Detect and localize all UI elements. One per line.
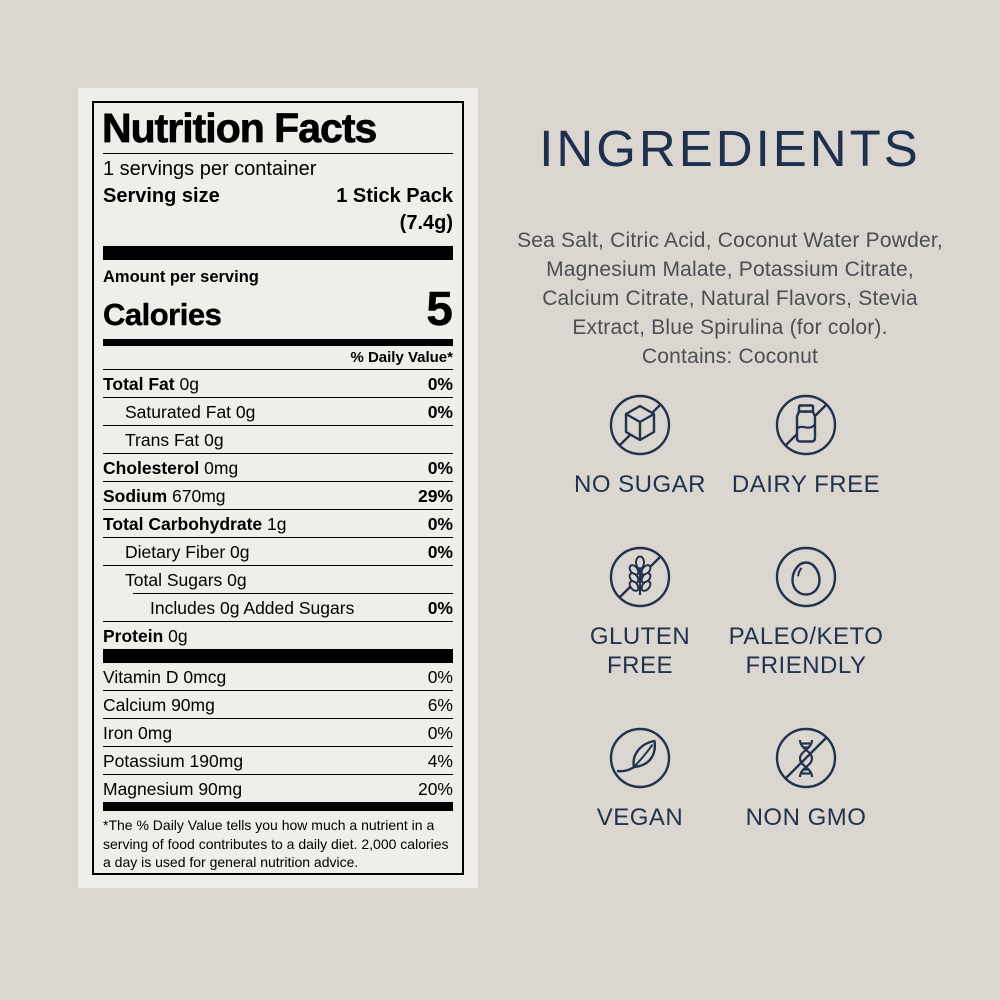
ingredients-line: Contains: Coconut (641, 345, 819, 368)
ingredients-line: Magnesium Malate, Potassium Citrate, (546, 258, 914, 281)
nutrient-daily-value: 0% (427, 513, 453, 534)
nutrient-row: Total Sugars 0g (103, 565, 453, 593)
vegan-icon (608, 726, 672, 790)
nutrient-row: Total Fat 0g 0% (103, 369, 453, 397)
vitamin-rows: Vitamin D 0mcg 0% Calcium 90mg 6% Iron 0… (103, 663, 453, 802)
nutrient-name: Total Sugars 0g (125, 569, 247, 590)
nutrition-facts-box: Nutrition Facts 1 servings per container… (92, 101, 464, 875)
badge-label: PALEO/KETO FRIENDLY (728, 623, 884, 679)
badge: NON GMO (746, 726, 867, 832)
nutrient-row: Protein 0g (103, 621, 453, 649)
vitamin-name: Vitamin D 0mcg (103, 666, 227, 687)
calories-row: Calories 5 (103, 282, 453, 337)
vitamin-daily-value: 4% (427, 750, 453, 771)
divider-bar-medium (103, 802, 453, 812)
vitamin-daily-value: 0% (427, 666, 453, 687)
vitamin-daily-value: 20% (417, 778, 453, 799)
nutrient-daily-value: 29% (417, 485, 453, 506)
nutrient-name: Dietary Fiber 0g (125, 541, 250, 562)
serving-size-label: Serving size (103, 185, 220, 208)
divider-rule (103, 153, 453, 155)
nutrient-row: Total Carbohydrate 1g 0% (103, 509, 453, 537)
badge-label: NO SUGAR (573, 471, 706, 498)
nutrient-row: Saturated Fat 0g 0% (103, 397, 453, 425)
badge-label: DAIRY FREE (731, 471, 881, 498)
amount-per-serving-label: Amount per serving (103, 268, 259, 287)
vitamin-row: Iron 0mg 0% (103, 718, 453, 746)
ingredients-text: Sea Salt, Citric Acid, Coconut Water Pow… (500, 226, 960, 371)
vitamin-row: Magnesium 90mg 20% (103, 774, 453, 802)
nutrient-daily-value: 0% (427, 401, 453, 422)
nutrient-daily-value: 0% (427, 457, 453, 478)
nutrient-row: Includes 0g Added Sugars 0% (133, 593, 453, 621)
nutrient-name: Protein 0g (103, 625, 188, 646)
nutrient-rows: Total Fat 0g 0% Saturated Fat 0g 0% Tran… (103, 369, 453, 649)
badge: GLUTEN FREE (557, 545, 723, 680)
nutrient-name: Trans Fat 0g (125, 429, 224, 450)
nutrient-name: Saturated Fat 0g (125, 401, 256, 422)
serving-size-weight: (7.4g) (399, 212, 453, 235)
nutrient-name: Includes 0g Added Sugars (150, 597, 355, 618)
divider-bar-thick (103, 649, 453, 664)
vitamin-name: Magnesium 90mg (103, 778, 243, 799)
ingredients-line: Sea Salt, Citric Acid, Coconut Water Pow… (517, 229, 943, 252)
serving-size-row: Serving size 1 Stick Pack (103, 183, 453, 210)
nutrient-row: Sodium 670mg 29% (103, 481, 453, 509)
serving-size-value: 1 Stick Pack (336, 185, 453, 208)
ingredients-line: Extract, Blue Spirulina (for color). (572, 316, 888, 339)
vitamin-daily-value: 0% (427, 722, 453, 743)
vitamin-name: Potassium 190mg (103, 750, 244, 771)
nutrient-name: Total Carbohydrate 1g (103, 513, 287, 534)
badge-grid: NO SUGAR DAIRY FREE GLUTEN FREE PALEO/KE… (557, 393, 889, 832)
vitamin-row: Potassium 190mg 4% (103, 746, 453, 774)
ingredients-heading: INGREDIENTS (539, 120, 921, 177)
badge: PALEO/KETO FRIENDLY (723, 545, 889, 680)
nutrient-daily-value: 0% (427, 597, 453, 618)
dairy-free-icon (774, 393, 838, 457)
nutrition-label-panel: Nutrition Facts 1 servings per container… (78, 88, 478, 888)
nutrient-row: Cholesterol 0mg 0% (103, 453, 453, 481)
divider-bar-medium (103, 339, 453, 347)
servings-per-container: 1 servings per container (103, 158, 317, 181)
non-gmo-icon (774, 726, 838, 790)
nutrition-facts-title: Nutrition Facts (102, 105, 378, 151)
vitamin-name: Calcium 90mg (103, 694, 215, 715)
divider-bar-thick (103, 246, 453, 261)
badge: VEGAN (597, 726, 684, 832)
nutrient-daily-value: 0% (427, 373, 453, 394)
daily-value-footnote: *The % Daily Value tells you how much a … (103, 817, 449, 871)
badge-label: GLUTEN FREE (589, 623, 691, 679)
paleo-keto-icon (774, 545, 838, 609)
no-sugar-icon (608, 393, 672, 457)
calories-label: Calories (103, 297, 222, 333)
vitamin-daily-value: 6% (427, 694, 453, 715)
calories-value: 5 (426, 283, 453, 337)
vitamin-name: Iron 0mg (103, 722, 173, 743)
badge-label: NON GMO (745, 804, 867, 831)
daily-value-header: % Daily Value* (350, 349, 453, 367)
ingredients-line: Calcium Citrate, Natural Flavors, Stevia (542, 287, 918, 310)
nutrient-daily-value: 0% (427, 541, 453, 562)
nutrient-row: Dietary Fiber 0g 0% (103, 537, 453, 565)
nutrient-name: Sodium 670mg (103, 485, 226, 506)
vitamin-row: Vitamin D 0mcg 0% (103, 663, 453, 690)
nutrient-name: Total Fat 0g (103, 373, 199, 394)
ingredients-section: INGREDIENTS Sea Salt, Citric Acid, Cocon… (500, 120, 960, 832)
vitamin-row: Calcium 90mg 6% (103, 690, 453, 718)
badge-label: VEGAN (596, 804, 684, 831)
nutrient-name: Cholesterol 0mg (103, 457, 239, 478)
nutrient-row: Trans Fat 0g (103, 425, 453, 453)
badge: NO SUGAR (574, 393, 706, 499)
gluten-free-icon (608, 545, 672, 609)
badge: DAIRY FREE (732, 393, 880, 499)
